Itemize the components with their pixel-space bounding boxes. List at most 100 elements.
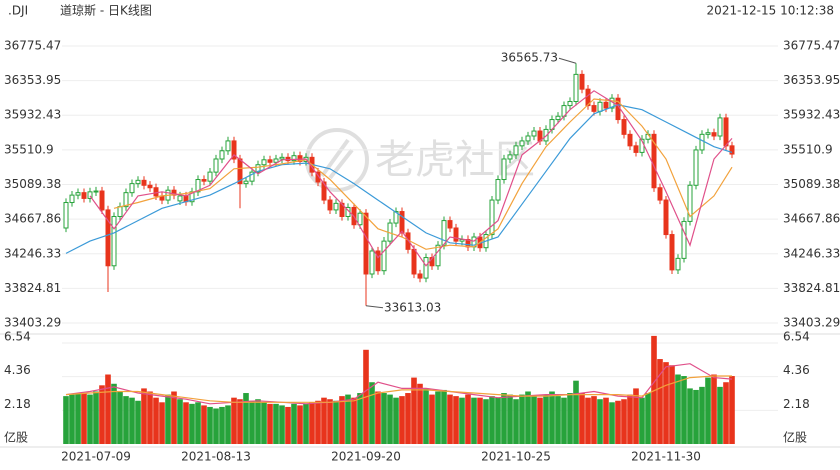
y-tick-label-right: 33403.29 [783, 316, 840, 330]
candle-body [567, 100, 573, 107]
volume-bar [261, 402, 267, 444]
candle-body [117, 206, 123, 217]
volume-bar [729, 376, 735, 444]
y-tick-label-right: 35089.38 [783, 177, 840, 191]
volume-bar [435, 391, 441, 444]
candle-body [93, 190, 99, 193]
min-label: 33613.03 [384, 300, 441, 314]
volume-bar [219, 406, 225, 444]
volume-bar [663, 362, 669, 444]
volume-bar [585, 397, 591, 444]
volume-bar [351, 397, 357, 444]
chart-subtitle: 道琼斯 - 日K线图 [60, 3, 152, 18]
volume-bar [495, 397, 501, 444]
annotation-leader [365, 305, 384, 309]
candle-body [399, 211, 405, 234]
volume-bar [207, 406, 213, 444]
candle-body [723, 117, 729, 147]
candle-body [291, 155, 297, 162]
volume-bar [273, 403, 279, 444]
volume-bar [267, 403, 273, 444]
volume-bar [633, 388, 639, 444]
volume-bar [255, 399, 261, 444]
candle-body [417, 273, 423, 279]
volume-bar [393, 397, 399, 444]
candle-body [657, 187, 663, 201]
candle-body [375, 250, 381, 272]
volume-bar [555, 396, 561, 444]
volume-bar [327, 399, 333, 444]
candle-body [687, 184, 693, 222]
volume-bar [411, 377, 417, 444]
max-label: 36565.73 [501, 51, 558, 65]
volume-bar [321, 397, 327, 444]
candle-body [141, 179, 147, 186]
candle-body [177, 195, 183, 202]
candle-body [663, 199, 669, 236]
y-tick-label: 36775.47 [4, 39, 61, 53]
candle-body [363, 212, 369, 275]
volume-bar [543, 394, 549, 444]
y-tick-label: 33824.81 [4, 281, 61, 295]
volume-bar [561, 397, 567, 444]
candle-body [243, 180, 249, 185]
volume-bar [399, 396, 405, 444]
volume-bar [621, 399, 627, 444]
volume-bar [453, 396, 459, 444]
volume-bar [285, 406, 291, 444]
candle-body [321, 181, 327, 201]
x-tick-label: 2021-11-30 [631, 450, 701, 464]
volume-bar [537, 397, 543, 444]
volume-bar [639, 397, 645, 444]
candle-body [261, 159, 267, 166]
volume-bar [141, 388, 147, 444]
volume-bar [195, 402, 201, 444]
candle-body [435, 244, 441, 267]
y-tick-label-right: 6.54 [783, 330, 810, 344]
y-tick-label: 35510.9 [4, 142, 54, 156]
candle-body [381, 240, 387, 272]
volume-bar [111, 383, 117, 444]
candle-body [273, 158, 279, 163]
candle-body [201, 179, 207, 182]
volume-bar [549, 391, 555, 444]
candle-body [111, 215, 117, 267]
volume-bar [525, 391, 531, 444]
candle-body [447, 220, 453, 229]
y-tick-label-right: 34246.33 [783, 246, 840, 260]
volume-bar [507, 394, 513, 444]
volume-bar [291, 403, 297, 444]
volume-bar [417, 383, 423, 444]
candle-body [573, 73, 579, 102]
ma-line [65, 104, 733, 254]
candle-body [69, 194, 75, 204]
ma-line [89, 90, 733, 267]
candle-body [87, 191, 93, 199]
volume-bar [369, 382, 375, 444]
y-tick-label-right: 33824.81 [783, 281, 840, 295]
volume-bar [579, 393, 585, 444]
y-tick-label: 34667.86 [4, 212, 61, 226]
candle-body [531, 130, 537, 137]
volume-bar [345, 394, 351, 444]
y-tick-label: 亿股 [4, 430, 28, 445]
volume-bar [69, 394, 75, 444]
candle-body [513, 145, 519, 156]
ma-line [65, 363, 733, 405]
candle-body [75, 192, 81, 196]
volume-bar [99, 385, 105, 444]
volume-bar [489, 396, 495, 444]
volume-bar [165, 394, 171, 444]
candle-body [423, 257, 429, 279]
volume-bar [129, 397, 135, 444]
volume-bar [597, 399, 603, 444]
candle-body [123, 192, 129, 208]
volume-bar [669, 365, 675, 444]
candle-body [705, 132, 711, 135]
y-tick-label: 35089.38 [4, 177, 61, 191]
volume-bar [231, 397, 237, 444]
candle-body [219, 150, 225, 160]
volume-bar [75, 393, 81, 444]
candle-body [711, 132, 717, 137]
